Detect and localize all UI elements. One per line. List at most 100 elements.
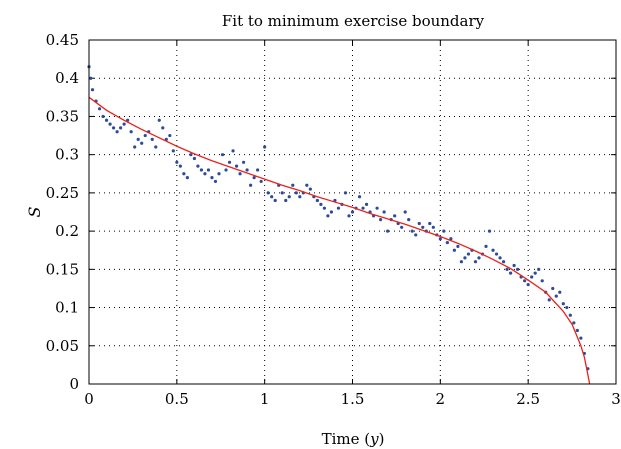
data-point	[315, 198, 319, 203]
data-point	[572, 321, 576, 325]
data-point	[298, 195, 302, 199]
data-point	[509, 271, 513, 275]
data-point	[530, 275, 534, 279]
data-point	[329, 210, 334, 214]
data-point	[547, 298, 551, 302]
data-point	[182, 172, 186, 176]
data-point	[287, 195, 291, 199]
data-point	[322, 206, 326, 210]
data-point	[196, 164, 200, 168]
x-tick-label: 1	[260, 390, 270, 408]
axis-ticks: 0 0.5 1 1.5 2 2.5 3 0 0.05 0.1 0.15 0.2 0.25 0.3 0.35 0…	[46, 31, 621, 408]
y-tick-label: 0.3	[55, 146, 79, 164]
data-point	[410, 229, 414, 233]
data-point	[364, 202, 369, 206]
data-point	[227, 160, 232, 164]
data-point	[466, 252, 471, 256]
data-point	[414, 233, 418, 237]
x-tick-label: 3	[611, 390, 621, 408]
data-point	[175, 160, 179, 164]
data-point	[456, 244, 460, 248]
data-point	[449, 237, 453, 241]
data-point	[393, 214, 397, 218]
data-point	[568, 313, 572, 317]
data-point	[491, 248, 495, 252]
data-point	[551, 286, 555, 291]
data-point	[249, 183, 253, 187]
data-point	[213, 179, 218, 184]
data-point	[154, 145, 158, 149]
data-point	[245, 168, 249, 172]
x-tick-label: 2	[436, 390, 446, 408]
data-point	[140, 141, 144, 145]
data-point	[189, 153, 193, 157]
data-point	[561, 302, 565, 306]
data-point	[178, 164, 182, 168]
data-point	[89, 76, 93, 80]
data-point	[463, 256, 467, 260]
data-point	[192, 156, 196, 161]
data-point	[347, 214, 351, 218]
data-point	[403, 210, 407, 214]
data-point	[428, 221, 432, 226]
data-point	[220, 153, 225, 157]
data-point	[111, 126, 116, 130]
data-point	[558, 290, 562, 294]
data-point	[241, 160, 246, 164]
data-point	[417, 221, 421, 226]
data-point	[210, 176, 214, 180]
data-point	[224, 168, 228, 172]
data-point	[438, 237, 442, 241]
data-point	[97, 107, 102, 111]
data-point	[161, 126, 165, 130]
data-point	[431, 225, 435, 229]
data-point	[101, 114, 105, 119]
data-point	[171, 149, 175, 153]
data-point	[256, 168, 260, 172]
data-point	[477, 256, 481, 260]
data-point	[501, 260, 506, 264]
data-point	[516, 267, 520, 271]
y-tick-label: 0.2	[55, 222, 79, 240]
data-point	[157, 118, 161, 122]
x-tick-label: 1.5	[341, 390, 365, 408]
data-point	[445, 240, 449, 245]
x-axis-label: Time (y)	[322, 430, 385, 448]
data-point	[291, 183, 295, 187]
data-point	[512, 263, 516, 268]
data-point	[459, 260, 464, 264]
y-tick-label: 0.15	[46, 260, 79, 278]
y-tick-label: 0.25	[46, 184, 79, 202]
data-point	[199, 168, 204, 172]
data-point	[487, 229, 492, 233]
data-point	[400, 225, 404, 229]
x-tick-label: 0	[84, 390, 94, 408]
data-point	[565, 305, 569, 310]
data-point	[115, 130, 119, 134]
data-point	[526, 283, 530, 287]
data-point	[252, 176, 256, 180]
data-point	[386, 229, 390, 233]
data-point	[540, 279, 544, 283]
data-point	[284, 198, 288, 203]
data-point	[343, 191, 348, 195]
data-point	[259, 179, 263, 184]
data-point	[379, 218, 383, 222]
data-point	[270, 195, 274, 199]
data-point	[361, 206, 365, 210]
data-point	[217, 172, 221, 176]
y-tick-label: 0	[69, 375, 79, 393]
y-tick-label: 0.4	[55, 69, 79, 87]
data-point	[104, 118, 109, 122]
x-tick-label: 0.5	[165, 390, 189, 408]
y-tick-label: 0.05	[46, 337, 79, 355]
data-point	[143, 133, 147, 138]
plot-frame	[88, 39, 617, 385]
data-point	[231, 149, 235, 153]
data-point	[108, 122, 112, 126]
data-point	[382, 210, 386, 214]
y-tick-label: 0.35	[46, 107, 79, 125]
data-point	[185, 176, 189, 180]
chart-title: Fit to minimum exercise boundary	[222, 12, 485, 30]
